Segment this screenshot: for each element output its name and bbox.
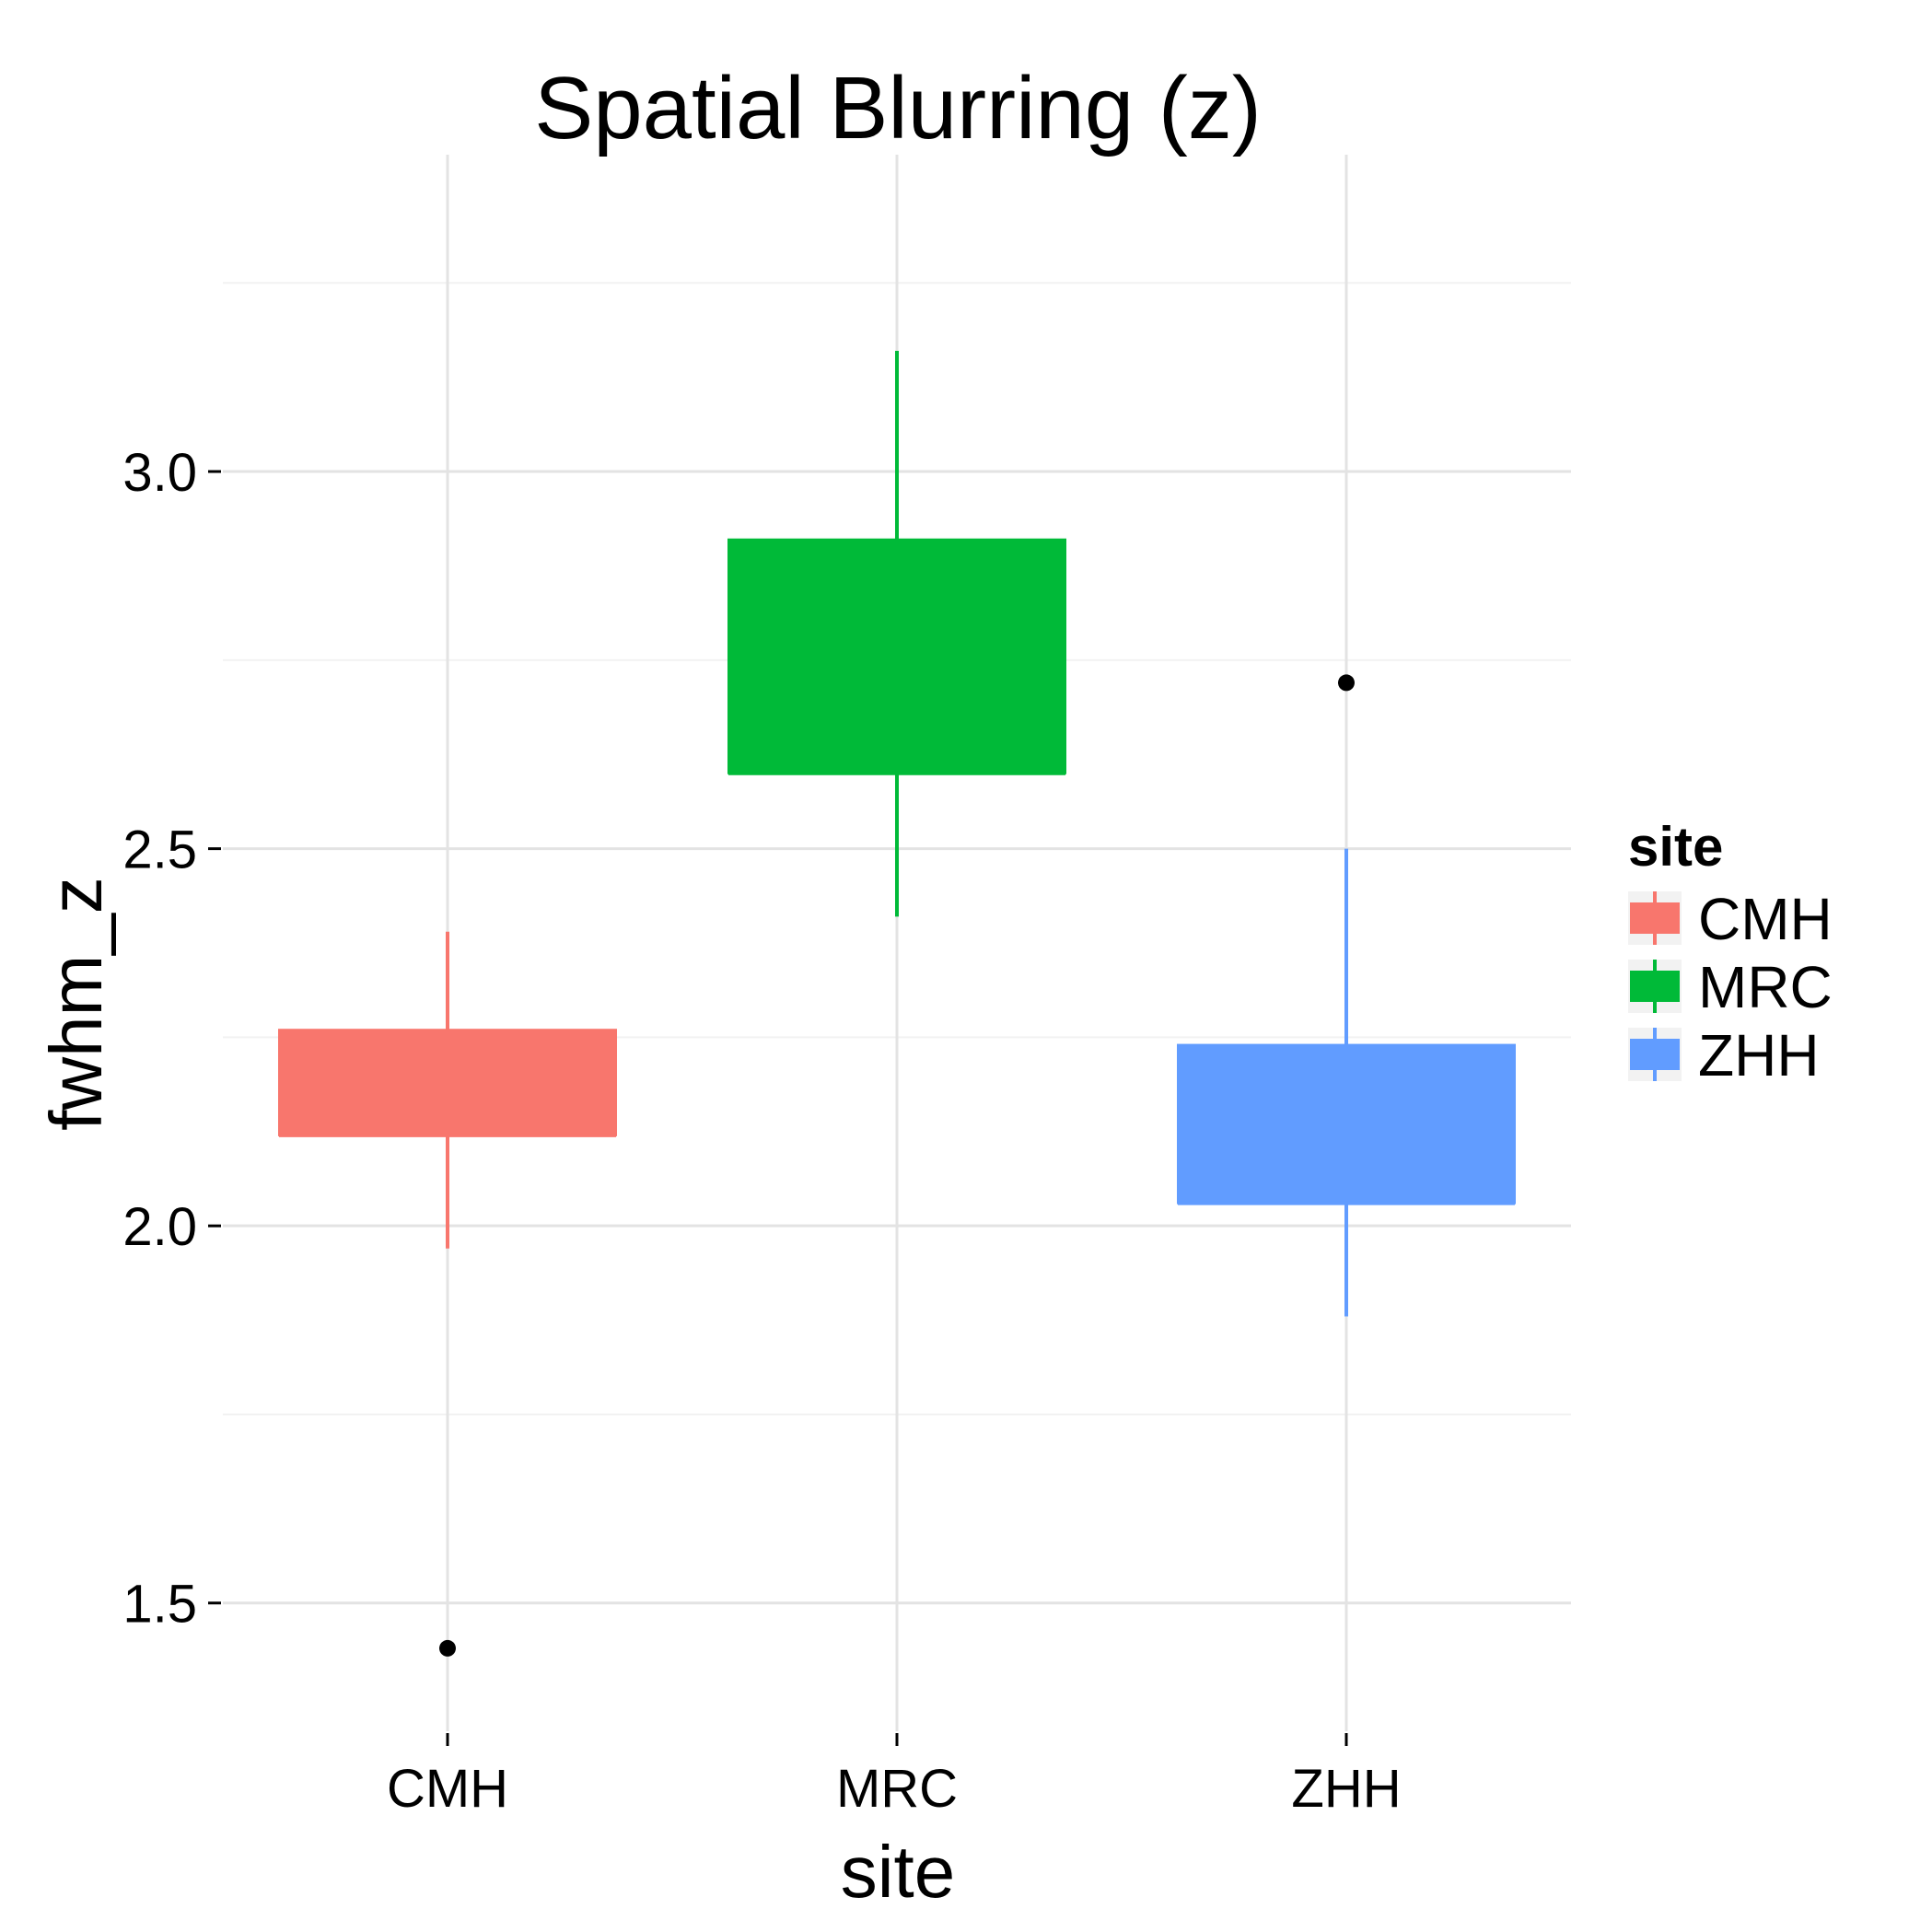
outlier-point [439,1639,456,1657]
legend-item-zhh: ZHH [1628,1022,1820,1088]
legend-key-swatch [1630,902,1680,934]
legend-key-swatch [1630,1039,1680,1070]
y-axis: 1.5 2.0 2.5 3.0 [122,443,221,1635]
box-body [727,538,1066,774]
x-axis-title: site [841,1831,956,1913]
box-body [1177,1043,1516,1205]
box-zhh [1177,674,1516,1317]
x-tick-label: MRC [836,1759,958,1819]
x-axis: CMH MRC ZHH [387,1733,1402,1819]
y-tick-label: 2.0 [122,1197,197,1257]
legend-label: CMH [1698,886,1833,952]
legend-label: MRC [1698,954,1833,1020]
chart-title: Spatial Blurring (z) [534,59,1262,157]
y-axis-title: fwhm_z [35,877,117,1131]
legend-title: site [1628,816,1723,878]
box-cmh [278,931,617,1657]
outlier-point [1338,674,1355,692]
box-series [278,350,1516,1657]
legend-item-cmh: CMH [1628,886,1833,952]
y-tick-label: 2.5 [122,821,197,880]
x-tick-label: CMH [387,1759,508,1819]
box-mrc [727,350,1066,917]
box-body [278,1029,617,1136]
legend-item-mrc: MRC [1628,954,1833,1020]
legend-key-swatch [1630,971,1680,1002]
legend-label: ZHH [1698,1022,1820,1088]
x-tick-label: ZHH [1291,1759,1401,1819]
y-tick-label: 1.5 [122,1575,197,1635]
y-tick-label: 3.0 [122,443,197,503]
